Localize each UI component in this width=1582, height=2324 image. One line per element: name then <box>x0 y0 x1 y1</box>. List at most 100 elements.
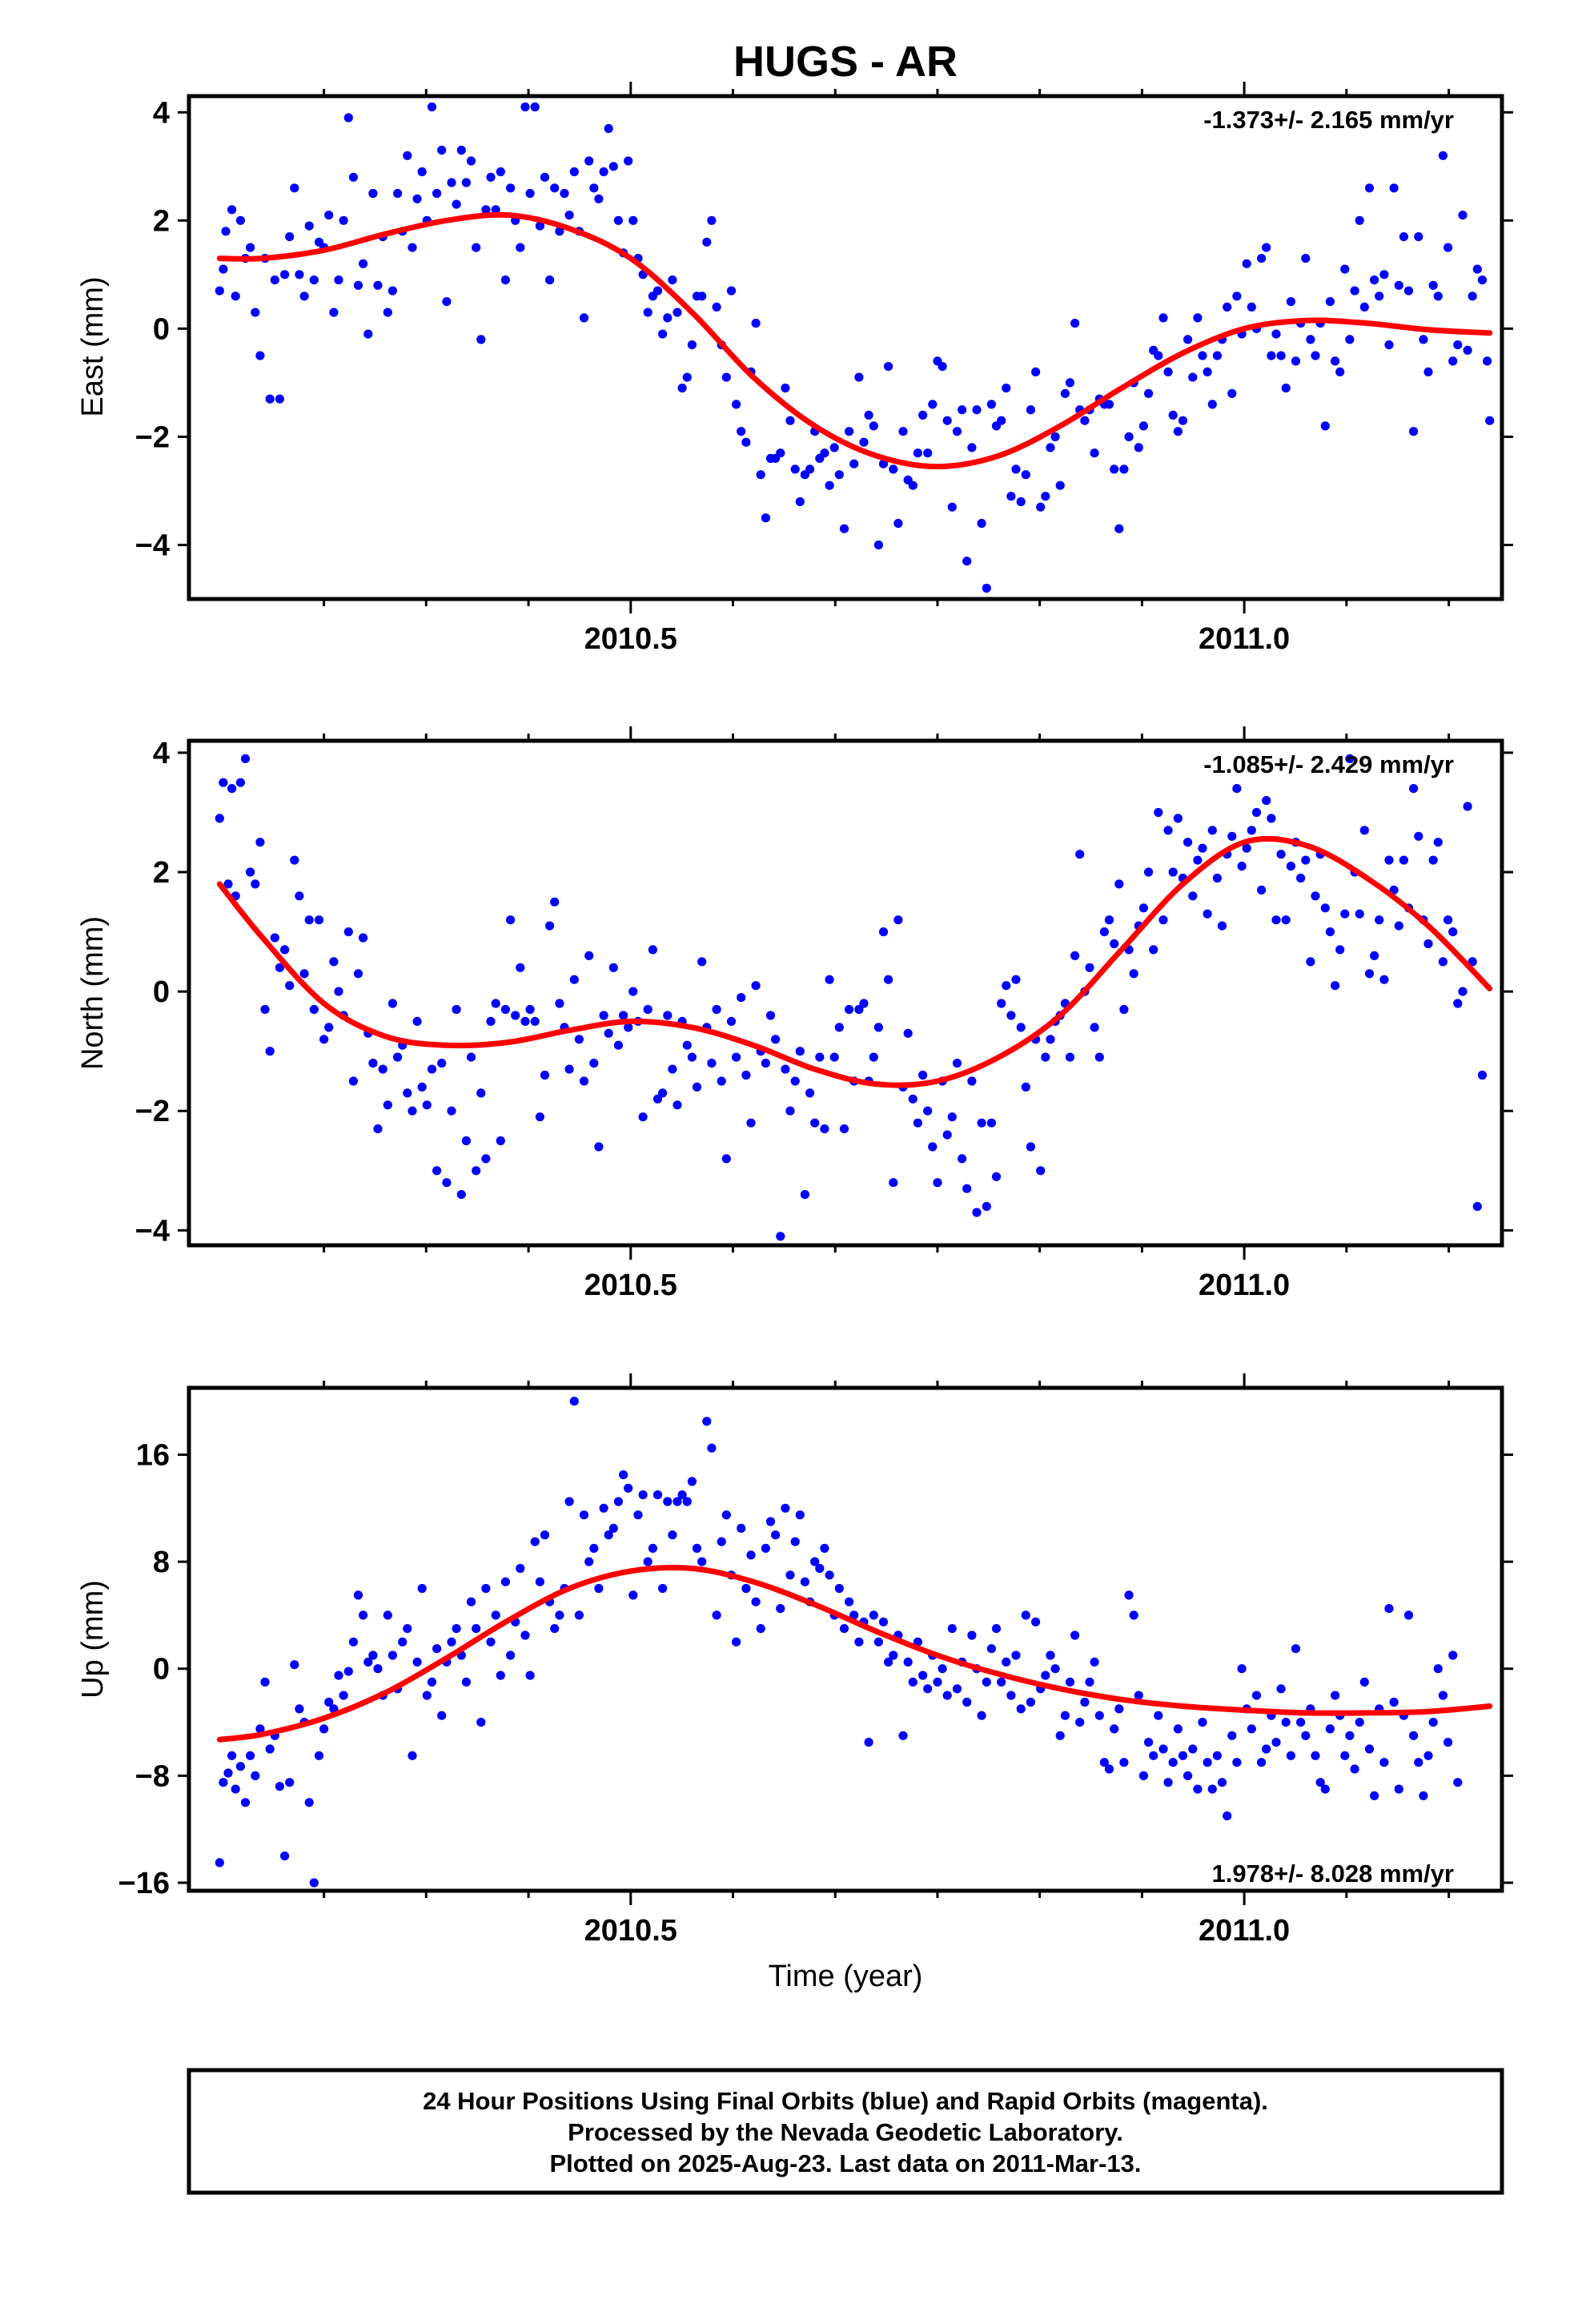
north-y-tick-label: 4 <box>153 737 170 770</box>
north-point <box>1085 963 1094 972</box>
east-point <box>839 524 849 533</box>
north-point <box>1414 831 1423 841</box>
up-point <box>1428 1718 1438 1727</box>
east-point <box>864 410 873 420</box>
east-point <box>873 540 883 550</box>
north-point <box>235 778 245 787</box>
north-point <box>1110 939 1119 949</box>
east-point <box>408 243 417 252</box>
east-point <box>427 102 437 112</box>
up-x-tick-label: 2011.0 <box>1199 1914 1290 1948</box>
east-point <box>359 259 368 268</box>
east-point <box>643 308 652 317</box>
north-point <box>889 1178 898 1188</box>
up-point <box>1232 1758 1242 1767</box>
up-point <box>412 1657 422 1667</box>
north-point <box>461 1136 472 1146</box>
up-point <box>363 1657 373 1667</box>
east-point <box>442 297 452 307</box>
east-point <box>1183 335 1193 344</box>
east-point <box>1188 372 1198 382</box>
up-point <box>1331 1691 1340 1700</box>
north-point <box>918 1070 928 1080</box>
east-point <box>1203 367 1212 376</box>
up-point <box>1315 1778 1325 1787</box>
up-point <box>564 1497 574 1506</box>
north-point <box>982 1201 991 1212</box>
north-point <box>240 754 251 764</box>
up-point <box>599 1503 608 1513</box>
east-point <box>1271 329 1281 339</box>
up-point <box>506 1651 516 1660</box>
up-point <box>1340 1751 1350 1760</box>
up-point <box>427 1677 437 1687</box>
east-point <box>942 416 952 425</box>
up-point <box>1114 1704 1124 1714</box>
north-point <box>579 1076 589 1086</box>
east-point <box>496 167 505 177</box>
north-point <box>721 1154 731 1164</box>
north-point <box>1384 855 1394 865</box>
up-point <box>476 1718 486 1727</box>
north-point <box>673 1100 682 1110</box>
north-point <box>511 1011 520 1020</box>
north-point <box>652 1094 663 1104</box>
up-point <box>1414 1758 1423 1767</box>
east-point <box>682 372 692 382</box>
north-point <box>751 981 761 991</box>
east-point <box>1306 335 1315 344</box>
up-point <box>472 1624 481 1634</box>
north-point <box>893 915 903 925</box>
east-point <box>1325 297 1335 307</box>
east-point <box>368 188 378 199</box>
east-point <box>280 270 290 279</box>
north-point <box>1006 1011 1016 1020</box>
north-point <box>1149 945 1158 955</box>
north-point <box>550 897 560 907</box>
east-point <box>1379 270 1389 279</box>
east-point <box>889 464 898 474</box>
north-point <box>1428 855 1438 865</box>
east-point <box>712 302 721 312</box>
north-point <box>1011 975 1021 984</box>
up-point <box>1154 1711 1163 1720</box>
north-point <box>599 1011 608 1020</box>
north-point <box>790 1076 800 1086</box>
east-point <box>530 102 540 112</box>
up-point <box>1158 1744 1168 1754</box>
up-point <box>1291 1644 1301 1654</box>
north-point <box>442 1178 452 1188</box>
chart-title: HUGS - AR <box>733 38 958 86</box>
north-point <box>942 1130 952 1140</box>
north-point <box>1247 826 1256 835</box>
east-point <box>545 275 555 285</box>
east-point <box>1403 286 1414 296</box>
up-point <box>1251 1691 1262 1700</box>
east-point <box>928 400 938 409</box>
east-point <box>776 448 785 458</box>
north-point <box>608 963 618 972</box>
north-point <box>368 1059 378 1068</box>
north-point <box>378 1064 387 1074</box>
east-point <box>1212 351 1222 360</box>
east-point <box>295 270 304 279</box>
east-point <box>732 400 741 409</box>
east-point <box>1320 421 1330 431</box>
up-point <box>550 1624 560 1634</box>
up-point <box>1384 1604 1394 1614</box>
north-point <box>977 1118 986 1128</box>
north-point <box>481 1154 491 1164</box>
east-point <box>227 205 237 215</box>
up-point <box>986 1644 996 1654</box>
up-point <box>265 1744 275 1754</box>
north-point <box>1217 921 1227 931</box>
east-point <box>1483 356 1492 366</box>
north-point <box>564 1064 574 1074</box>
north-point <box>270 933 279 943</box>
north-point <box>343 927 353 937</box>
up-point <box>1129 1610 1138 1620</box>
up-point <box>1453 1778 1463 1787</box>
east-point <box>947 502 957 512</box>
up-point <box>240 1798 251 1807</box>
